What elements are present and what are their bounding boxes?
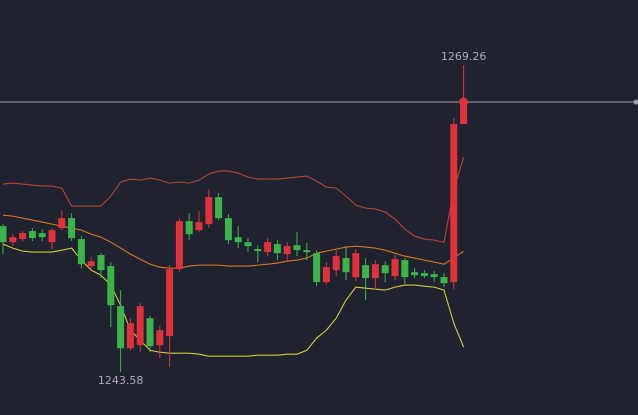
candle-body [264, 242, 272, 253]
candle-body [283, 246, 291, 255]
candle-body [205, 197, 213, 225]
candle-body [97, 255, 105, 271]
candle-body [234, 237, 242, 243]
candle-body [166, 269, 174, 337]
candle-body [332, 256, 340, 271]
candle-body [175, 221, 183, 270]
candle-body [58, 218, 66, 229]
candle-body [352, 253, 360, 278]
candle-body [430, 274, 438, 278]
candle-body [440, 277, 448, 284]
candle-body [185, 221, 193, 235]
candle-body [38, 233, 46, 238]
candle-body [0, 226, 7, 243]
high-label: 1269.26 [441, 50, 487, 63]
candle-body [322, 267, 330, 283]
candle-body [460, 102, 468, 125]
candle-body [371, 264, 379, 279]
candle-body [342, 258, 350, 273]
candle-body [9, 237, 17, 243]
candle-body [136, 306, 144, 346]
candle-body [48, 230, 56, 243]
candle-body [420, 273, 428, 277]
candle-body [450, 124, 458, 283]
candle-body [273, 244, 281, 254]
candle-body [244, 242, 252, 247]
candle-body [117, 306, 125, 349]
candle-body [68, 218, 76, 239]
candle-body [126, 323, 134, 349]
candle-body [401, 260, 409, 278]
candle-body [146, 318, 154, 347]
candle-body [87, 261, 95, 267]
candle-body [254, 249, 262, 252]
candle-body [411, 272, 419, 276]
candle-body [107, 266, 115, 306]
band-line [2, 156, 465, 243]
candle-body [293, 245, 301, 251]
candle-body [156, 330, 164, 346]
candle-body [313, 253, 321, 283]
candle-body [381, 265, 389, 274]
candle-body [77, 239, 85, 265]
candle-body [224, 218, 232, 241]
candle-body [391, 259, 399, 277]
candle-body [362, 265, 370, 279]
candle-body [195, 222, 203, 231]
last-price-edge-dot [633, 99, 638, 105]
last-price-dot [459, 97, 469, 107]
candle-body [303, 250, 311, 253]
candle-body [28, 231, 36, 239]
low-label: 1243.58 [98, 374, 144, 387]
candle-body [19, 233, 27, 240]
candle-body [215, 197, 223, 219]
band-line [2, 214, 464, 269]
